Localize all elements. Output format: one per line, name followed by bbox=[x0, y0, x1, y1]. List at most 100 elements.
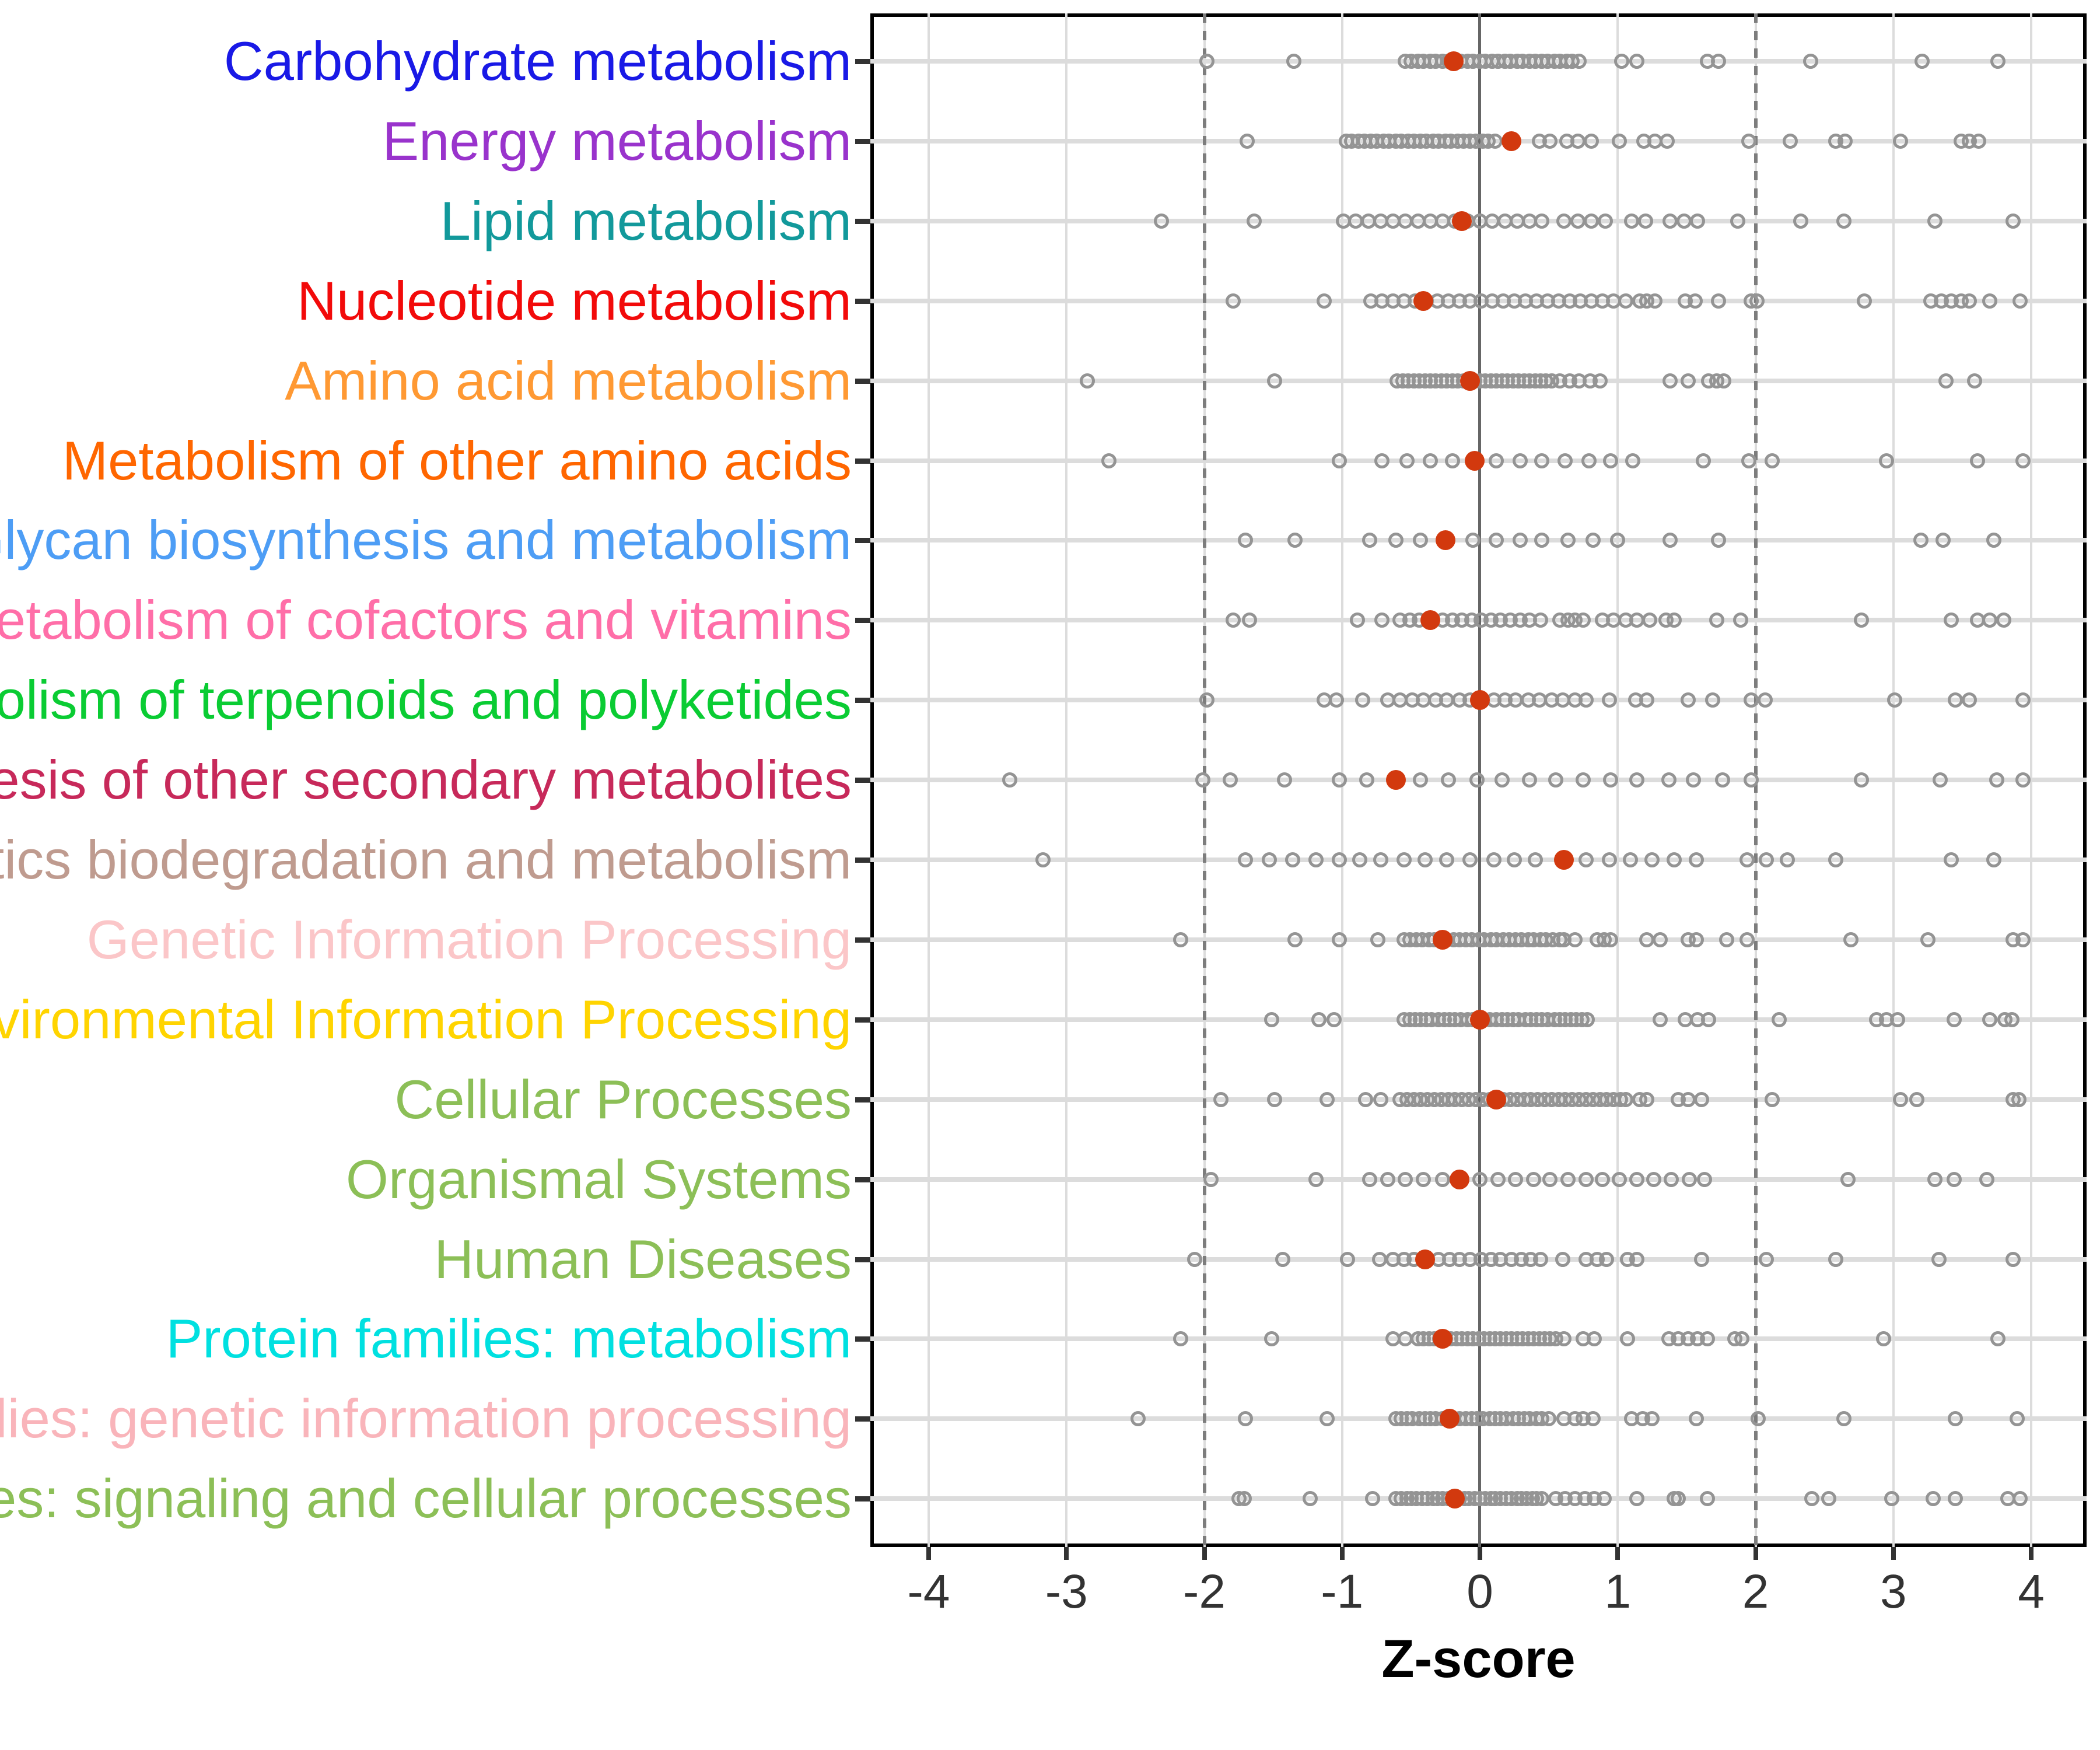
background-point bbox=[1435, 1171, 1451, 1187]
y-axis-tick bbox=[855, 1336, 870, 1342]
query-point bbox=[1464, 450, 1485, 471]
background-point bbox=[1699, 1331, 1715, 1347]
query-point bbox=[1445, 1489, 1465, 1509]
background-point bbox=[1661, 772, 1676, 788]
background-point bbox=[1680, 692, 1696, 708]
x-axis-tick bbox=[1753, 1547, 1758, 1560]
query-point bbox=[1420, 610, 1440, 631]
background-point bbox=[2010, 1411, 2025, 1427]
background-point bbox=[1596, 1491, 1612, 1507]
x-tick-label: 4 bbox=[2018, 1565, 2045, 1618]
background-point bbox=[1199, 54, 1215, 69]
background-point bbox=[1585, 1411, 1601, 1427]
background-point bbox=[1572, 54, 1587, 69]
background-point bbox=[1494, 772, 1510, 788]
background-point bbox=[1622, 852, 1638, 867]
category-label: Protein families: signaling and cellular… bbox=[0, 1468, 852, 1530]
background-point bbox=[1472, 1171, 1488, 1187]
background-point bbox=[1526, 1171, 1542, 1187]
background-point bbox=[1688, 1411, 1704, 1427]
background-point bbox=[1580, 1012, 1595, 1027]
background-point bbox=[1373, 1091, 1388, 1107]
background-point bbox=[1284, 852, 1300, 867]
background-point bbox=[1982, 612, 1998, 628]
background-point bbox=[1465, 533, 1481, 548]
background-point bbox=[1388, 533, 1404, 548]
background-point bbox=[2013, 293, 2028, 309]
background-point bbox=[2006, 1251, 2021, 1267]
background-point bbox=[1943, 612, 1959, 628]
background-point bbox=[1489, 533, 1504, 548]
query-point bbox=[1433, 1329, 1453, 1349]
background-point bbox=[1261, 852, 1277, 867]
background-point bbox=[1637, 213, 1653, 229]
background-point bbox=[1751, 1411, 1766, 1427]
background-point bbox=[1226, 293, 1241, 309]
query-point bbox=[1433, 929, 1453, 950]
background-point bbox=[1927, 213, 1943, 229]
y-axis-tick bbox=[855, 778, 870, 783]
background-point bbox=[1585, 533, 1601, 548]
background-point bbox=[1002, 772, 1018, 788]
background-point bbox=[1340, 1251, 1356, 1267]
background-point bbox=[1933, 772, 1948, 788]
background-point bbox=[1396, 852, 1412, 867]
background-point bbox=[1173, 932, 1189, 947]
background-point bbox=[1276, 772, 1292, 788]
x-tick-label: 0 bbox=[1466, 1565, 1493, 1618]
background-point bbox=[1556, 1331, 1572, 1347]
background-point bbox=[1422, 453, 1438, 468]
background-point bbox=[1558, 453, 1573, 468]
background-point bbox=[1380, 1171, 1395, 1187]
background-point bbox=[1758, 692, 1773, 708]
y-axis-tick bbox=[855, 378, 870, 384]
background-point bbox=[1242, 612, 1258, 628]
background-point bbox=[1646, 1171, 1661, 1187]
background-point bbox=[1486, 852, 1502, 867]
background-point bbox=[1287, 932, 1303, 947]
background-point bbox=[1352, 852, 1368, 867]
background-point bbox=[1359, 772, 1375, 788]
background-point bbox=[1714, 772, 1730, 788]
background-point bbox=[1779, 852, 1795, 867]
category-label: Organismal Systems bbox=[345, 1148, 852, 1210]
y-axis-tick bbox=[855, 1017, 870, 1023]
background-point bbox=[1642, 612, 1657, 628]
background-point bbox=[1660, 133, 1675, 149]
background-point bbox=[1311, 1012, 1326, 1027]
background-point bbox=[1688, 852, 1704, 867]
background-point bbox=[1854, 612, 1870, 628]
background-point bbox=[1680, 1091, 1696, 1107]
background-point bbox=[1927, 1171, 1943, 1187]
background-point bbox=[1413, 772, 1429, 788]
background-point bbox=[1578, 1171, 1594, 1187]
background-point bbox=[1629, 1171, 1645, 1187]
background-point bbox=[1581, 453, 1597, 468]
background-point bbox=[1508, 1171, 1524, 1187]
background-point bbox=[1740, 932, 1755, 947]
background-point bbox=[1803, 54, 1818, 69]
background-point bbox=[1697, 1171, 1713, 1187]
background-point bbox=[1603, 772, 1619, 788]
background-point bbox=[1694, 1251, 1710, 1267]
background-point bbox=[1629, 1491, 1645, 1507]
background-point bbox=[1732, 612, 1748, 628]
background-point bbox=[1699, 1491, 1715, 1507]
background-point bbox=[2015, 932, 2031, 947]
x-axis-tick bbox=[1202, 1547, 1207, 1560]
background-point bbox=[1239, 133, 1255, 149]
background-point bbox=[1203, 1171, 1219, 1187]
background-point bbox=[2011, 1091, 2027, 1107]
background-point bbox=[1948, 1491, 1964, 1507]
x-gridline bbox=[1065, 13, 1068, 1547]
background-point bbox=[1602, 852, 1618, 867]
background-point bbox=[1690, 213, 1706, 229]
background-point bbox=[1326, 1012, 1342, 1027]
x-tick-label: 1 bbox=[1604, 1565, 1632, 1618]
background-point bbox=[1487, 133, 1503, 149]
background-point bbox=[1399, 453, 1415, 468]
background-point bbox=[1541, 1411, 1557, 1427]
query-point bbox=[1470, 690, 1490, 710]
background-point bbox=[1680, 373, 1696, 388]
background-point bbox=[1576, 612, 1591, 628]
